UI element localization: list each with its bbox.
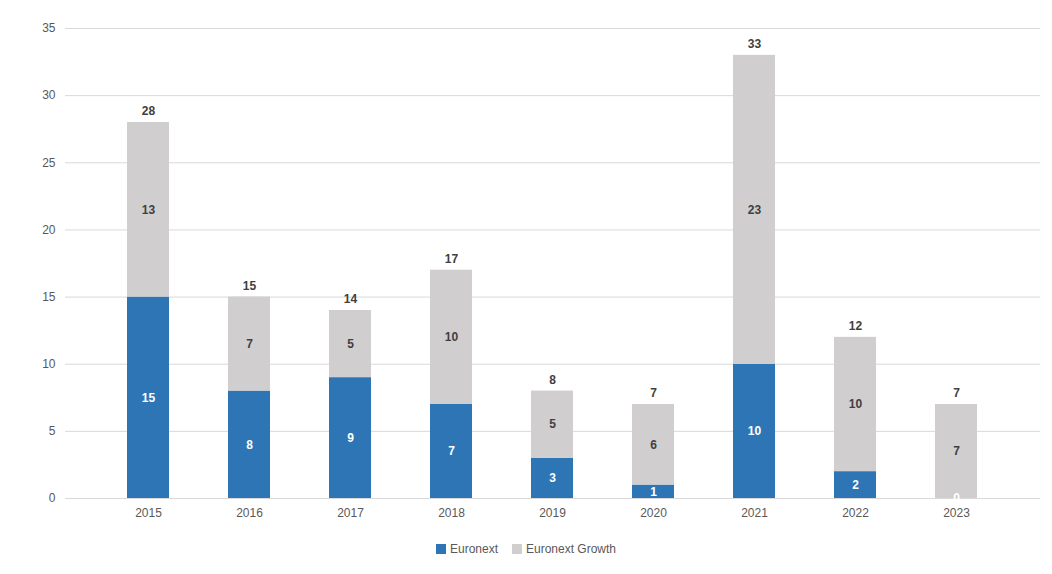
svg-text:9: 9	[347, 431, 354, 445]
svg-text:7: 7	[953, 386, 960, 400]
svg-text:2020: 2020	[640, 506, 667, 520]
svg-text:10: 10	[42, 357, 56, 371]
svg-text:6: 6	[650, 438, 657, 452]
svg-text:7: 7	[246, 337, 253, 351]
svg-text:2019: 2019	[539, 506, 566, 520]
svg-text:25: 25	[42, 156, 56, 170]
svg-text:15: 15	[243, 279, 257, 293]
svg-text:8: 8	[549, 373, 556, 387]
svg-text:15: 15	[142, 391, 156, 405]
svg-text:0: 0	[49, 491, 56, 505]
html-text:Euronext Growth: Euronext Growth	[526, 542, 616, 556]
svg-text:0: 0	[953, 491, 960, 505]
svg-text:33: 33	[748, 37, 762, 51]
svg-text:2023: 2023	[943, 506, 970, 520]
svg-text:2018: 2018	[438, 506, 465, 520]
svg-text:7: 7	[953, 444, 960, 458]
svg-text:7: 7	[448, 444, 455, 458]
svg-text:28: 28	[142, 104, 156, 118]
svg-text:35: 35	[42, 21, 56, 35]
svg-text:20: 20	[42, 223, 56, 237]
svg-text:2021: 2021	[741, 506, 768, 520]
svg-text:17: 17	[445, 252, 459, 266]
svg-text:1: 1	[650, 485, 657, 499]
svg-text:2017: 2017	[337, 506, 364, 520]
svg-text:10: 10	[748, 424, 762, 438]
svg-text:5: 5	[49, 424, 56, 438]
svg-text:2022: 2022	[842, 506, 869, 520]
svg-text:12: 12	[849, 319, 863, 333]
svg-text:15: 15	[42, 290, 56, 304]
svg-text:14: 14	[344, 292, 358, 306]
svg-text:10: 10	[445, 330, 459, 344]
svg-text:30: 30	[42, 88, 56, 102]
html-text:Euronext: Euronext	[450, 542, 498, 556]
svg-text:10: 10	[849, 397, 863, 411]
svg-text:5: 5	[347, 337, 354, 351]
svg-text:7: 7	[650, 386, 657, 400]
svg-text:23: 23	[748, 203, 762, 217]
svg-text:2016: 2016	[236, 506, 263, 520]
svg-text:5: 5	[549, 417, 556, 431]
svg-text:2015: 2015	[135, 506, 162, 520]
svg-text:2: 2	[852, 478, 859, 492]
svg-text:13: 13	[142, 203, 156, 217]
svg-text:8: 8	[246, 438, 253, 452]
svg-text:3: 3	[549, 471, 556, 485]
